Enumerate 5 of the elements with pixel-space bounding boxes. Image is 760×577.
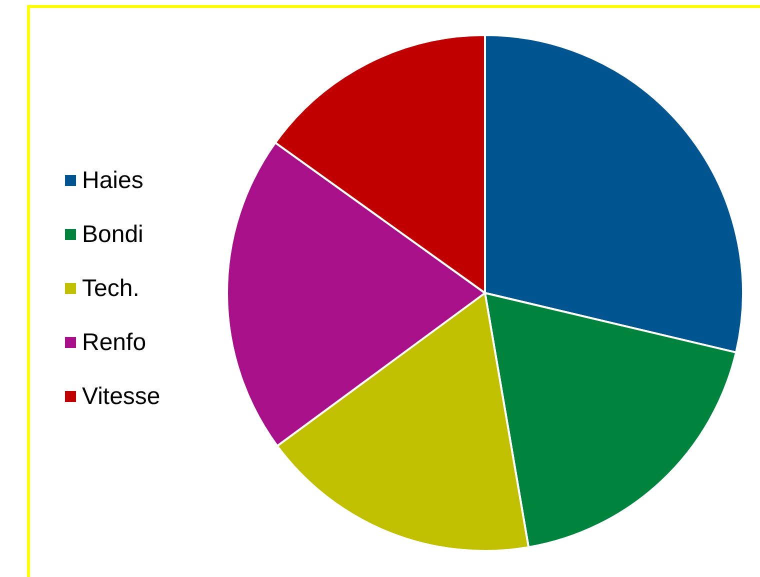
legend-label: Vitesse bbox=[82, 383, 160, 410]
legend-label: Tech. bbox=[82, 275, 140, 302]
legend-label: Haies bbox=[82, 167, 144, 194]
legend-label: Bondi bbox=[82, 221, 144, 248]
legend-label: Renfo bbox=[82, 329, 146, 356]
